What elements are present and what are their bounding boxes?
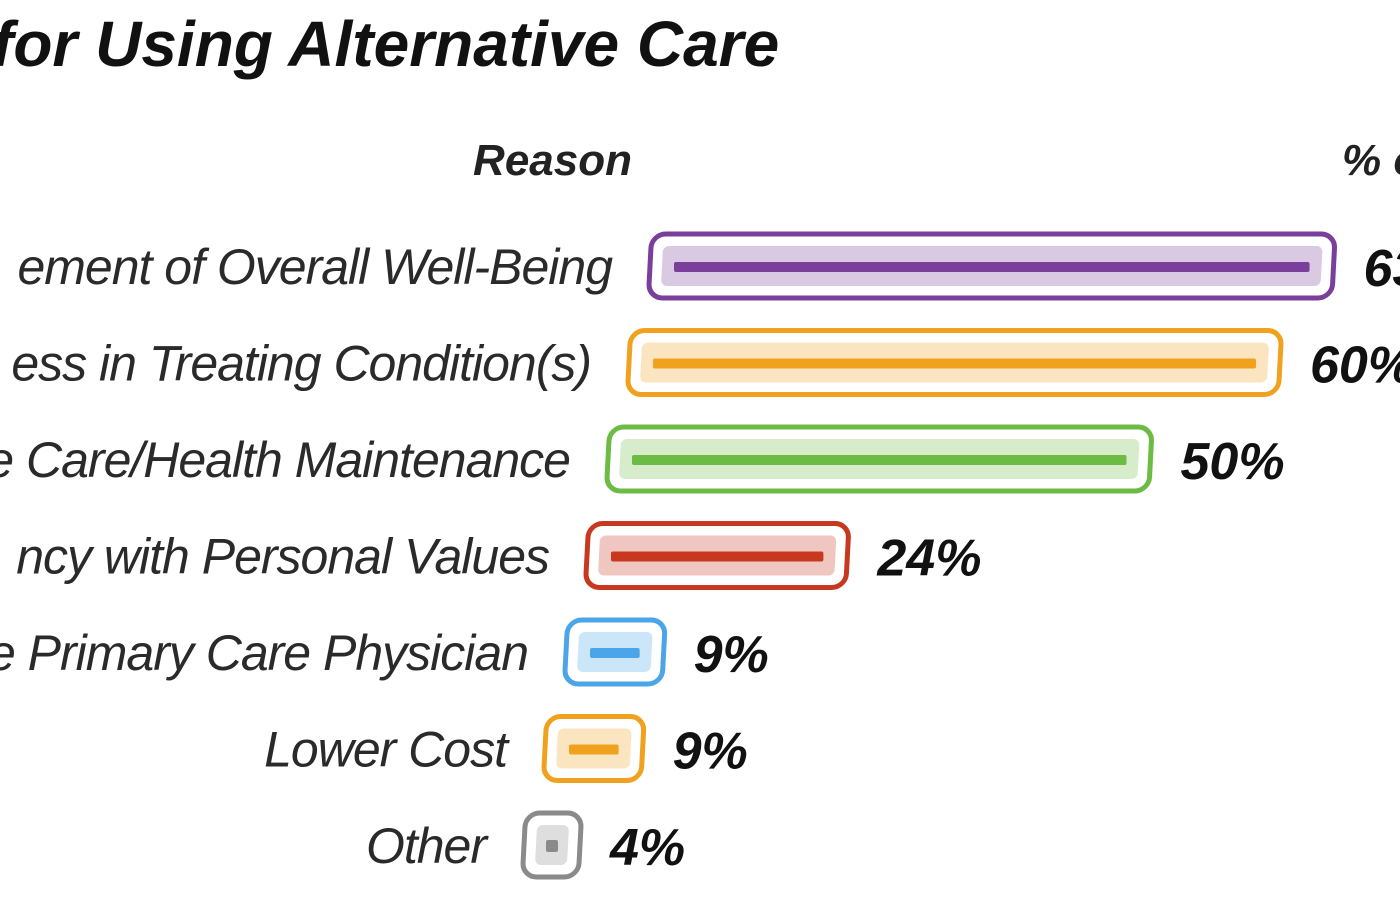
category-header: Reason — [473, 136, 632, 185]
bar-group: Other 4% — [366, 810, 685, 880]
value-label: 63 — [1364, 240, 1400, 298]
value-label: 9% — [673, 723, 748, 781]
bar-group: Lower Cost 9% — [264, 714, 748, 783]
bar — [590, 648, 640, 658]
bar — [611, 551, 824, 562]
bar-group: ement of Overall Well-Being 63 — [17, 231, 1400, 301]
value-label: 50% — [1181, 433, 1285, 491]
bar-group: e Primary Care Physician 9% — [0, 617, 769, 687]
category-label: e Primary Care Physician — [0, 625, 528, 681]
value-header: % o — [1342, 136, 1400, 185]
bar — [674, 262, 1310, 272]
category-label: e Care/Health Maintenance — [0, 432, 570, 488]
category-label: Other — [366, 818, 489, 874]
bar-group: ess in Treating Condition(s) 60% — [11, 328, 1400, 397]
bar-group: e Care/Health Maintenance 50% — [0, 424, 1285, 494]
bar — [653, 358, 1256, 369]
category-label: ncy with Personal Values — [16, 529, 549, 585]
bar — [546, 840, 558, 852]
bar-group: ncy with Personal Values 24% — [16, 521, 981, 590]
category-label: ement of Overall Well-Being — [17, 239, 613, 295]
value-label: 9% — [694, 626, 769, 684]
bar — [569, 744, 619, 755]
value-label: 60% — [1310, 337, 1400, 395]
chart-title: for Using Alternative Care — [0, 8, 779, 80]
category-label: ess in Treating Condition(s) — [11, 336, 591, 392]
bar — [632, 455, 1127, 465]
bars: ement of Overall Well-Being 63 ess in Trea… — [0, 231, 1400, 880]
category-label: Lower Cost — [264, 722, 510, 778]
value-label: 24% — [876, 530, 981, 588]
value-label: 4% — [609, 819, 685, 877]
